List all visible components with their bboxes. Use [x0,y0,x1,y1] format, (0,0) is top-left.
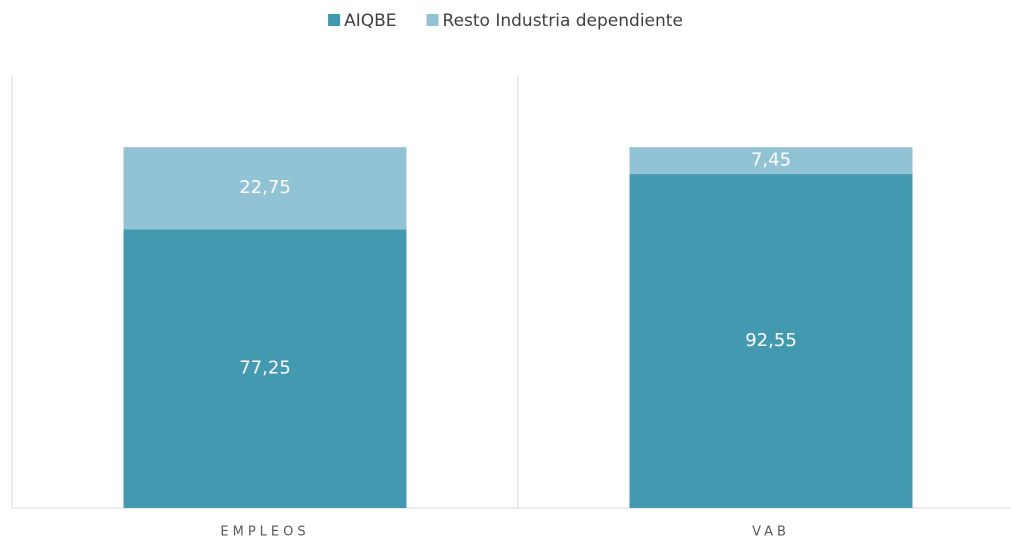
legend-label: AIQBE [344,11,396,31]
x-tick-label: EMPLEOS [220,525,309,540]
legend-swatch [426,14,439,26]
bar-segment [123,147,407,230]
x-tick-label: VAB [752,525,790,540]
bar-segment [123,229,407,508]
data-label: 7,45 [751,150,791,171]
data-label: 77,25 [239,358,291,379]
bar-segment [629,174,913,508]
data-label: 92,55 [745,330,797,351]
bar-segment [629,147,913,175]
legend-label: Resto Industria dependiente [443,11,683,31]
data-label: 22,75 [239,177,291,198]
legend-swatch [328,14,341,26]
